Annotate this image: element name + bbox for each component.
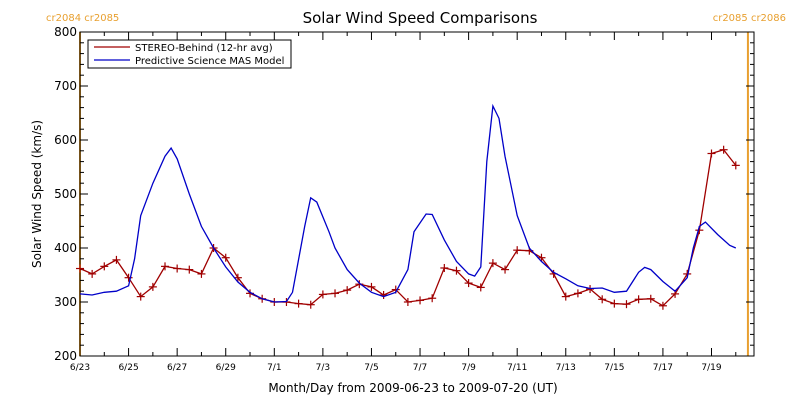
y-tick-label: 200	[54, 349, 77, 363]
y-tick-label: 800	[54, 25, 77, 39]
data-point	[622, 300, 631, 309]
data-point	[76, 264, 84, 273]
carrington-marker-label: cr2084 cr2085	[46, 13, 119, 24]
x-tick-label: 7/7	[413, 363, 427, 373]
data-point	[658, 301, 667, 310]
data-point	[634, 295, 643, 304]
legend-label-model: Predictive Science MAS Model	[135, 56, 284, 67]
x-tick-label: 7/13	[556, 363, 576, 373]
y-tick-label: 300	[54, 295, 77, 309]
x-tick-label: 7/19	[701, 363, 721, 373]
x-tick-label: 6/27	[167, 363, 187, 373]
data-point	[148, 282, 157, 291]
data-point	[476, 283, 485, 292]
data-point	[185, 265, 194, 274]
x-tick-label: 6/23	[70, 363, 90, 373]
data-point	[136, 292, 145, 301]
x-axis-label: Month/Day from 2009-06-23 to 2009-07-20 …	[268, 381, 557, 395]
data-point	[112, 255, 121, 264]
data-point	[731, 161, 740, 170]
data-point	[513, 246, 522, 255]
data-point	[598, 295, 607, 304]
data-point	[161, 262, 170, 271]
series-line-model	[79, 103, 737, 303]
x-tick-label: 6/29	[216, 363, 236, 373]
x-tick-label: 7/1	[267, 363, 281, 373]
legend-label-stereo: STEREO-Behind (12-hr avg)	[135, 43, 273, 54]
x-tick-label: 7/11	[507, 363, 527, 373]
data-point	[440, 263, 449, 272]
data-point	[306, 300, 315, 309]
x-tick-label: 7/3	[316, 363, 330, 373]
data-point	[464, 279, 473, 288]
chart-title: Solar Wind Speed Comparisons	[303, 9, 538, 27]
data-point	[501, 265, 510, 274]
legend: STEREO-Behind (12-hr avg) Predictive Sci…	[87, 39, 292, 69]
data-point	[719, 145, 728, 154]
data-point	[343, 286, 352, 295]
data-point	[100, 262, 109, 271]
data-point	[452, 266, 461, 275]
data-point	[318, 290, 327, 299]
x-tick-label: 7/9	[461, 363, 476, 373]
x-tick-label: 7/5	[364, 363, 378, 373]
data-point	[124, 273, 133, 282]
data-point	[561, 292, 570, 301]
y-tick-label: 500	[54, 187, 77, 201]
y-axis-label: Solar Wind Speed (km/s)	[30, 120, 44, 268]
axes: 200 300 400 500 600 700 800 6/23 6/25 6/27 6/29 7/1…	[54, 25, 754, 373]
data-point	[573, 289, 582, 298]
data-point	[707, 149, 716, 158]
series-layer	[76, 103, 740, 310]
series-line-stereo	[79, 148, 737, 307]
data-point	[646, 294, 655, 303]
x-tick-label: 7/17	[653, 363, 673, 373]
data-point	[197, 269, 206, 278]
data-point	[488, 259, 497, 268]
data-point	[367, 282, 376, 291]
y-tick-label: 400	[54, 241, 77, 255]
data-point	[88, 269, 97, 278]
legend-box	[87, 39, 292, 69]
data-point	[403, 298, 412, 306]
data-point	[221, 253, 230, 262]
y-tick-label: 700	[54, 79, 77, 93]
x-tick-label: 7/15	[604, 363, 624, 373]
y-tick-label: 600	[54, 133, 77, 147]
data-point	[355, 280, 364, 289]
data-point	[173, 264, 182, 273]
data-point	[428, 294, 437, 303]
x-tick-label: 6/25	[118, 363, 138, 373]
data-point	[610, 299, 619, 308]
plot-frame	[79, 31, 755, 357]
data-point	[416, 296, 425, 305]
carrington-marker-label: cr2085 cr2086	[713, 13, 786, 24]
data-point	[294, 299, 303, 308]
data-point	[331, 289, 340, 298]
